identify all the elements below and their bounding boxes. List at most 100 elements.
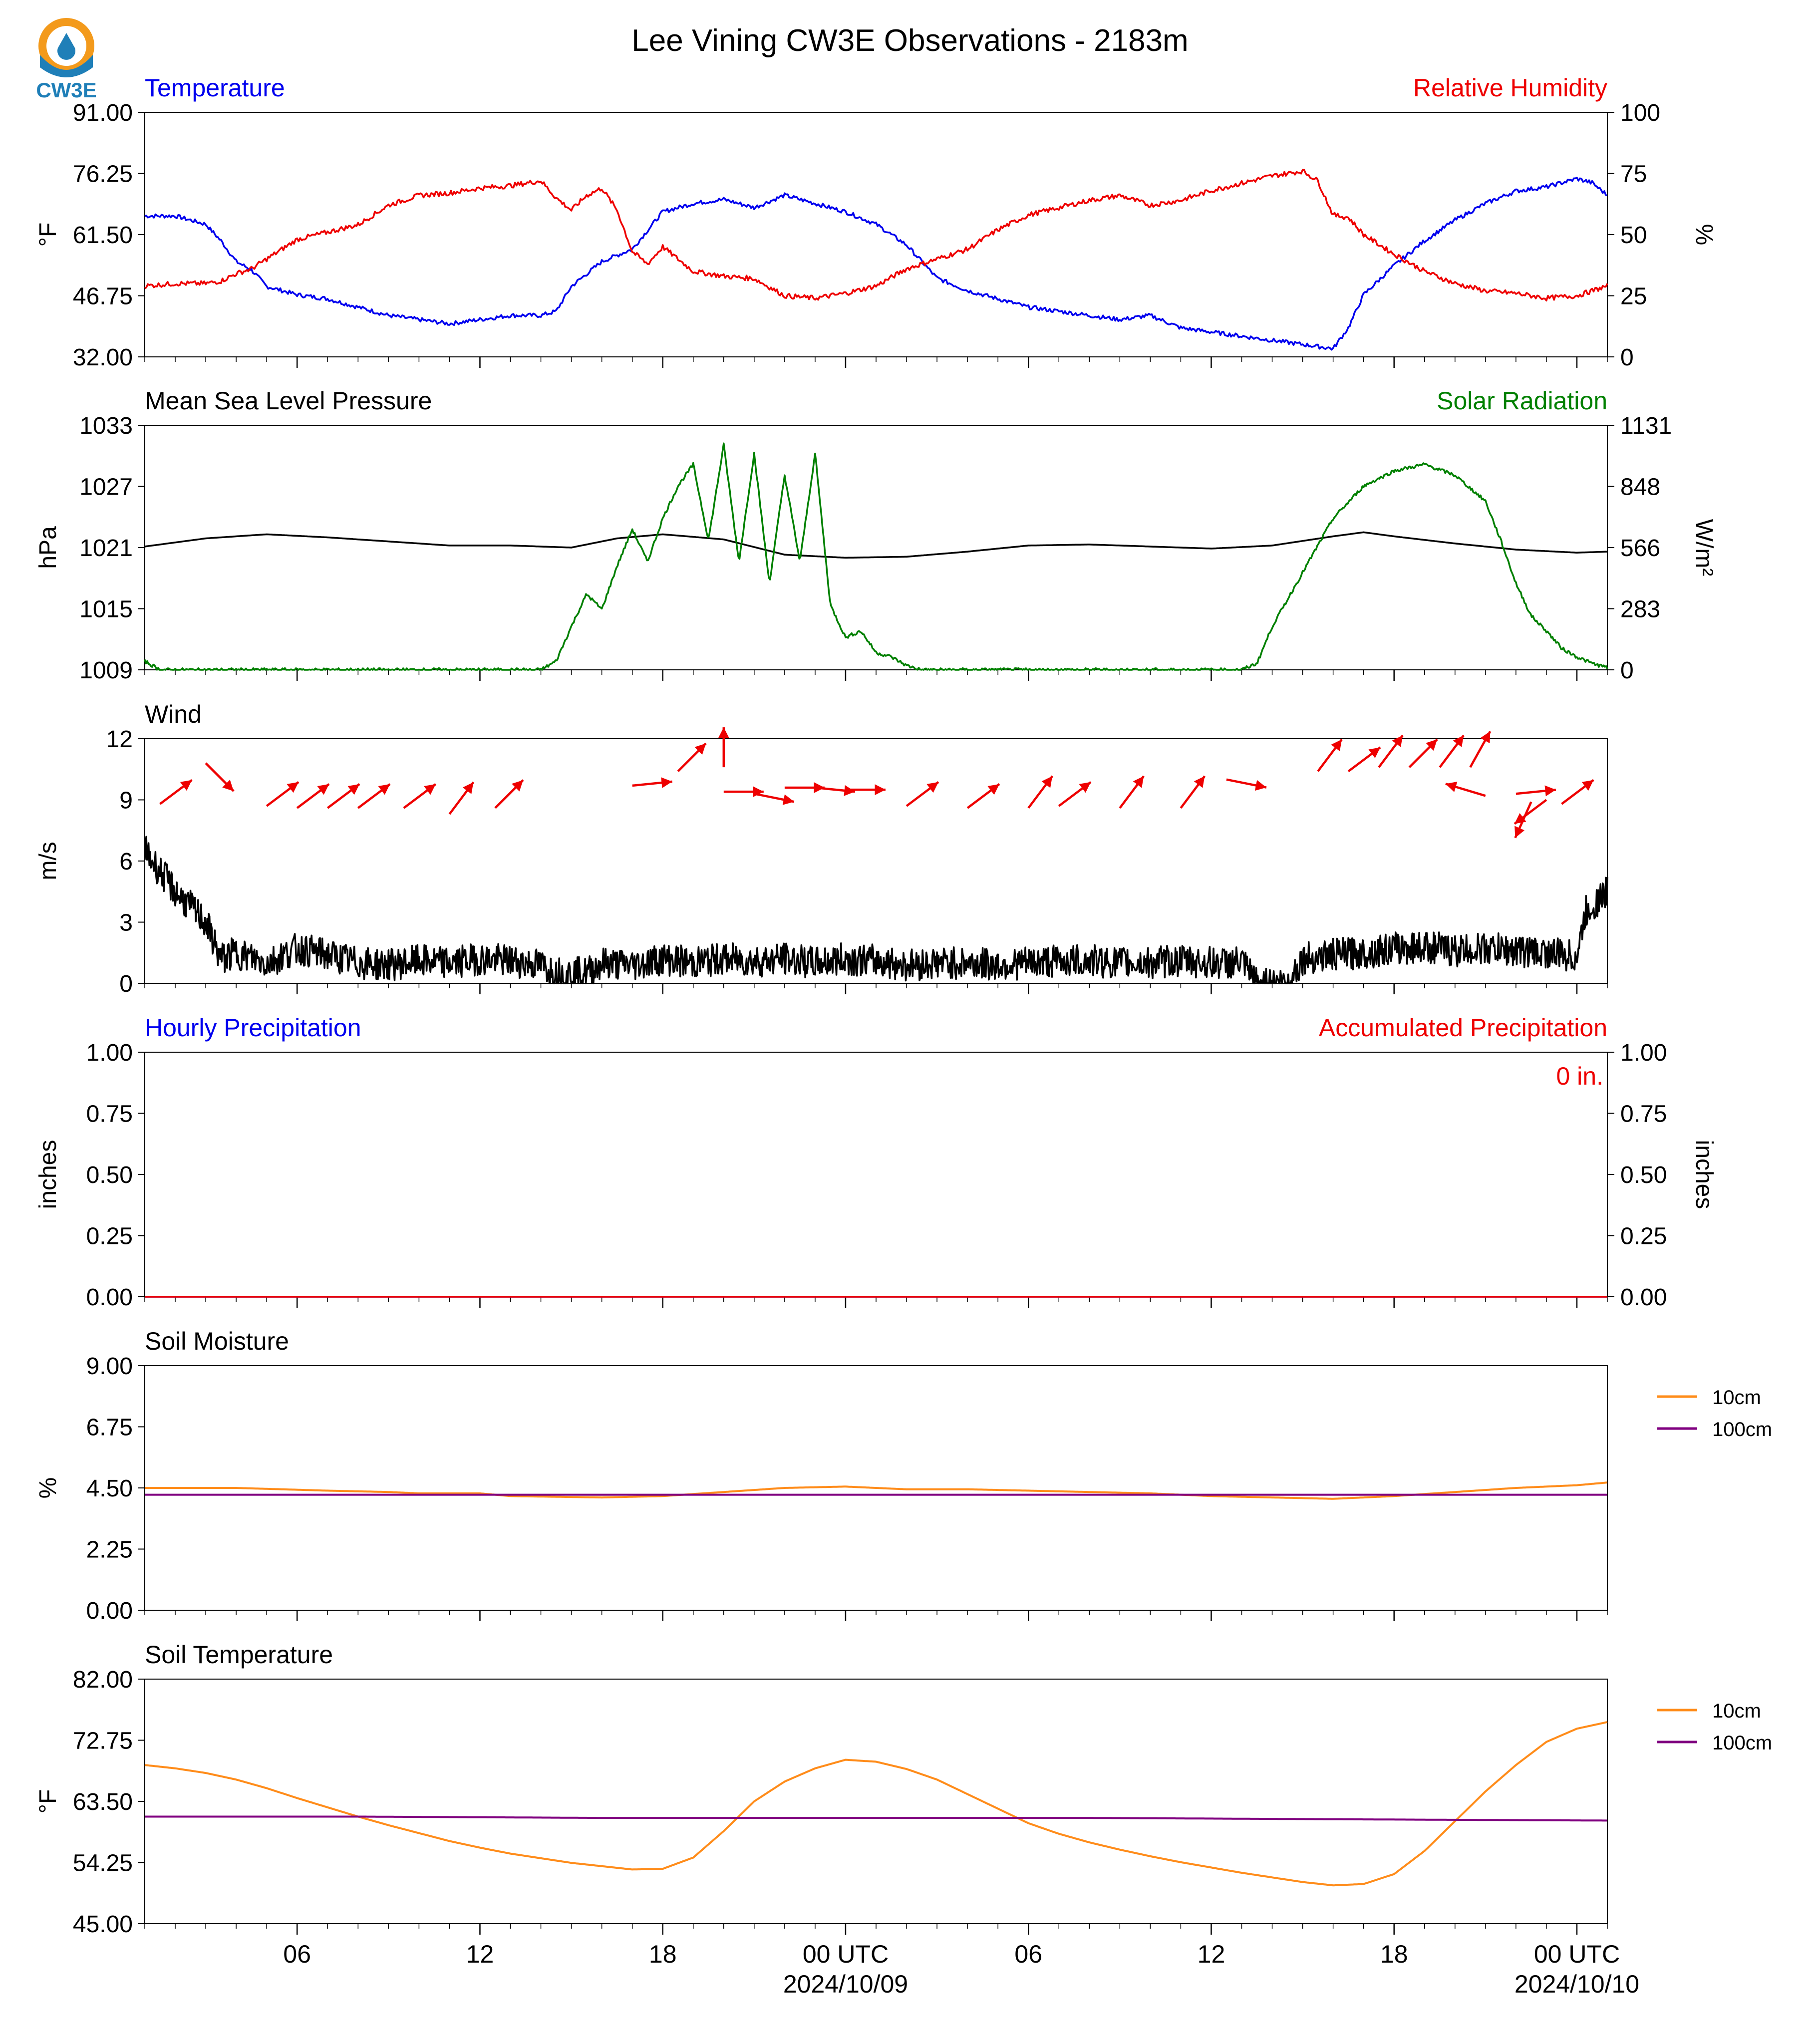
wind-vector-head <box>222 780 234 791</box>
wind-vector-head <box>1392 735 1403 747</box>
panel-pressure-solar: Mean Sea Level Pressure Solar Radiation 10… <box>35 387 1717 684</box>
wind-vector <box>1058 781 1092 807</box>
ytick-label-right: 1.00 <box>1620 1040 1667 1066</box>
wind-vector <box>966 783 1000 809</box>
xtick-label: 00 UTC <box>1534 1940 1620 1968</box>
legend-label: 100cm <box>1712 1419 1772 1441</box>
wind-vector-head <box>1254 780 1266 791</box>
ytick-label-left: 1009 <box>79 657 133 684</box>
ylabel-left: inches <box>35 1140 61 1209</box>
ytick-label-left: 54.25 <box>73 1850 133 1877</box>
plot-frame <box>144 112 1608 357</box>
wind-vector <box>357 783 391 809</box>
panel-title-left: Wind <box>145 700 202 728</box>
wind-vector-head <box>1515 826 1525 838</box>
wind-vector <box>326 783 360 809</box>
ytick-label-right: 566 <box>1620 535 1660 562</box>
date-label: 2024/10/10 <box>1515 1970 1639 1998</box>
wind-vector-head <box>424 784 436 795</box>
xtick-label: 00 UTC <box>803 1940 889 1968</box>
wind-vector-head <box>378 784 390 795</box>
wind-vector-head <box>987 784 1000 795</box>
wind-vector <box>718 727 729 768</box>
ylabel-right: % <box>1691 224 1717 246</box>
wind-vector <box>1516 785 1556 797</box>
wind-vector-head <box>347 784 360 795</box>
ytick-label-right: 0.50 <box>1620 1162 1667 1188</box>
xtick-label: 18 <box>1380 1940 1408 1968</box>
panel-title-left: Temperature <box>145 74 285 102</box>
plot-frame <box>144 1052 1608 1297</box>
ytick-label-left: 6 <box>119 849 133 875</box>
wind-vector-head <box>1368 747 1381 758</box>
ytick-label-right: 100 <box>1620 100 1660 126</box>
series-line-solar-radiation <box>144 442 1608 671</box>
ytick-label-right: 283 <box>1620 596 1660 623</box>
wind-vector <box>1347 746 1381 773</box>
ytick-label-left: 0 <box>119 971 133 997</box>
ytick-label-left: 1027 <box>79 474 133 501</box>
panel-title-right: Accumulated Precipitation <box>1319 1014 1607 1042</box>
panel-title-right: Relative Humidity <box>1413 74 1607 102</box>
panel-title-left: Hourly Precipitation <box>145 1014 361 1042</box>
plot-frame <box>144 1679 1608 1924</box>
wind-vector-head <box>718 727 729 738</box>
cw3e-logo: CW3E <box>36 18 97 102</box>
ylabel-left: °F <box>35 223 61 247</box>
ytick-label-right: 75 <box>1620 161 1647 188</box>
ytick-label-right: 0.75 <box>1620 1101 1667 1128</box>
wind-vector-head <box>512 780 523 792</box>
ylabel-left: hPa <box>35 526 61 569</box>
ytick-label-right: 25 <box>1620 284 1647 310</box>
ytick-label-left: 0.00 <box>86 1284 133 1311</box>
legend-label: 10cm <box>1712 1387 1761 1409</box>
figure-title: Lee Vining CW3E Observations - 2183m <box>631 23 1188 58</box>
ytick-label-left: 4.50 <box>86 1475 133 1502</box>
wind-vector-head <box>1544 785 1556 797</box>
wind-vector <box>1561 779 1594 805</box>
wind-vector <box>205 762 235 792</box>
panel-title-left: Soil Temperature <box>145 1641 333 1669</box>
wind-vector-head <box>782 794 794 805</box>
wind-vector <box>1180 775 1206 809</box>
wind-vector <box>448 781 475 815</box>
ytick-label-left: 0.25 <box>86 1223 133 1250</box>
xtick-label: 06 <box>1014 1940 1042 1968</box>
wind-vector-head <box>287 782 299 793</box>
wind-vector-head <box>462 782 474 794</box>
ylabel-left: m/s <box>35 842 61 880</box>
xtick-label: 18 <box>649 1940 677 1968</box>
ytick-label-right: 1131 <box>1620 413 1672 439</box>
series-line-10cm <box>144 1721 1608 1887</box>
ylabel-right: inches <box>1691 1140 1717 1209</box>
ytick-label-left: 61.50 <box>73 222 133 249</box>
wind-vector-head <box>875 784 886 795</box>
ytick-label-left: 1033 <box>79 413 133 439</box>
ytick-label-left: 82.00 <box>73 1667 133 1693</box>
panel-title-left: Soil Moisture <box>145 1327 289 1355</box>
wind-vector-head <box>1426 739 1438 751</box>
panel-title-left: Mean Sea Level Pressure <box>145 387 432 415</box>
wind-vector <box>296 783 330 809</box>
panel-soil-temp: Soil Temperature 45.00 54.25 63.50 72.75 82.0… <box>35 1641 1772 1998</box>
wind-vector-head <box>1041 776 1053 788</box>
ytick-label-left: 2.25 <box>86 1537 133 1563</box>
ytick-label-left: 0.50 <box>86 1162 133 1188</box>
ytick-label-left: 63.50 <box>73 1789 133 1815</box>
ytick-label-right: 50 <box>1620 222 1647 249</box>
wind-vector <box>494 779 524 809</box>
ytick-label-left: 9.00 <box>86 1353 133 1380</box>
ytick-label-right: 0 <box>1620 344 1634 371</box>
ytick-label-left: 3 <box>119 910 133 936</box>
xtick-label: 06 <box>283 1940 311 1968</box>
wind-vector-head <box>1453 735 1464 747</box>
wind-vector <box>1027 775 1054 809</box>
wind-vector <box>632 777 672 788</box>
ytick-label-right: 0 <box>1620 657 1634 684</box>
series-line-wind <box>144 836 1608 984</box>
ytick-label-left: 1.00 <box>86 1040 133 1066</box>
wind-vector <box>1439 734 1465 768</box>
wind-vector <box>754 793 795 805</box>
ytick-label-left: 91.00 <box>73 100 133 126</box>
wind-vector-head <box>1445 782 1458 792</box>
